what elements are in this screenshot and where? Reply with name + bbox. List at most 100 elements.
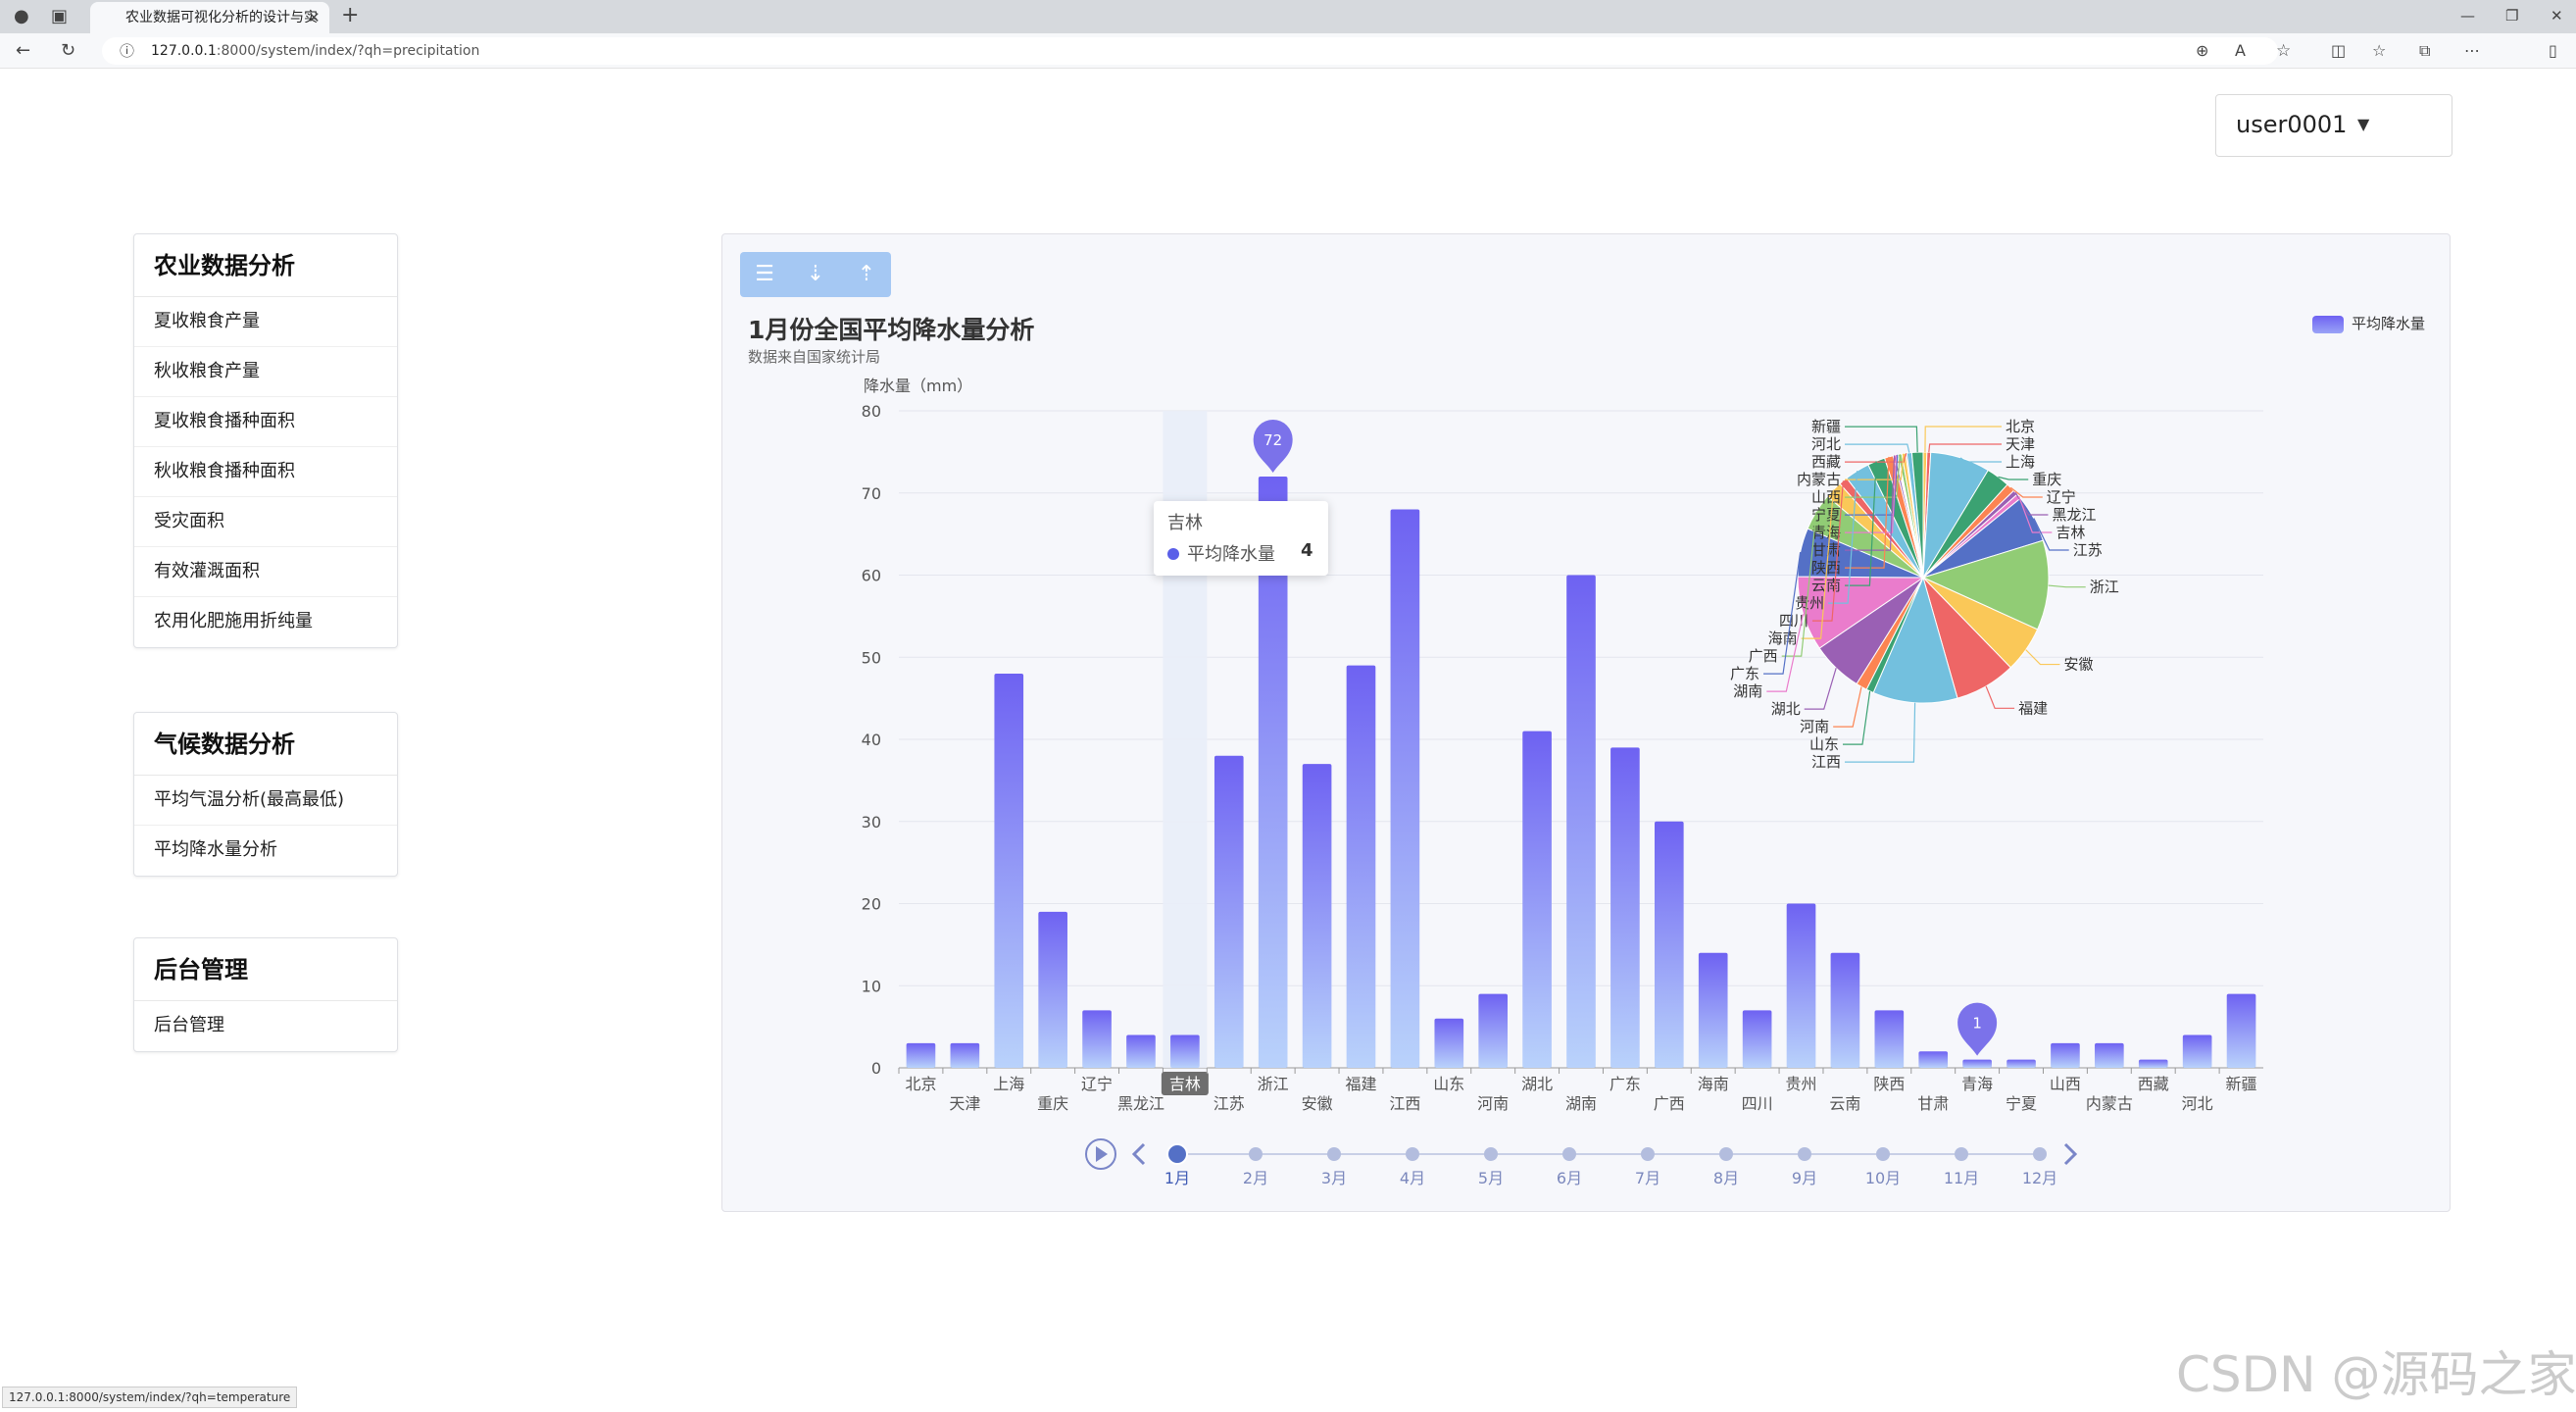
timeline-dot[interactable] — [1719, 1147, 1733, 1161]
nav-autumn-grain-yield[interactable]: 秋收粮食产量 — [134, 347, 397, 397]
nav-autumn-sown-area[interactable]: 秋收粮食播种面积 — [134, 447, 397, 497]
close-window-icon[interactable]: ✕ — [2551, 7, 2563, 25]
bar-天津[interactable] — [950, 1042, 980, 1068]
bar-山东[interactable] — [1434, 1018, 1464, 1068]
pie-label-河南: 河南 — [1800, 718, 1829, 735]
bar-海南[interactable] — [1698, 952, 1728, 1068]
bar-青海[interactable] — [1962, 1059, 1992, 1068]
pie-slice-浙江[interactable] — [1921, 539, 2050, 630]
nav-fertilizer[interactable]: 农用化肥施用折纯量 — [154, 611, 313, 631]
pie-label-line — [1842, 690, 1871, 745]
nav-temperature[interactable]: 平均气温分析(最高最低) — [134, 776, 397, 826]
timeline-dot[interactable] — [1327, 1147, 1341, 1161]
bar-福建[interactable] — [1346, 665, 1376, 1068]
favorites-icon[interactable]: ☆ — [2372, 41, 2387, 60]
x-tick-label: 内蒙古 — [2086, 1094, 2133, 1113]
bar-广西[interactable] — [1654, 821, 1684, 1068]
nav-precipitation[interactable]: 平均降水量分析 — [154, 839, 277, 860]
bar-河南[interactable] — [1478, 993, 1509, 1068]
bar-新疆[interactable] — [2226, 993, 2256, 1068]
nav-summer-grain-yield[interactable]: 夏收粮食产量 — [134, 297, 397, 347]
chart-canvas[interactable]: 降水量（mm）01020304050607080北京天津上海重庆辽宁黑龙江吉林江… — [722, 234, 2452, 1213]
bar-甘肃[interactable] — [1918, 1051, 1949, 1068]
bar-陕西[interactable] — [1874, 1010, 1905, 1068]
favorite-star-icon[interactable]: ☆ — [2276, 41, 2292, 61]
bar-湖北[interactable] — [1522, 731, 1552, 1068]
sidebar-toggle-icon[interactable]: ▯ — [2549, 41, 2557, 60]
new-tab-icon[interactable]: + — [341, 3, 360, 27]
pie-label-line — [1833, 686, 1862, 728]
y-tick-label: 0 — [871, 1059, 881, 1078]
marker-label: 72 — [1263, 431, 1282, 449]
bar-安徽[interactable] — [1302, 764, 1332, 1068]
zoom-icon[interactable]: ⊕ — [2196, 41, 2209, 60]
bar-北京[interactable] — [906, 1042, 936, 1068]
back-icon[interactable]: ← — [16, 40, 31, 61]
timeline-dot[interactable] — [1798, 1147, 1811, 1161]
timeline-dot[interactable] — [2033, 1147, 2047, 1161]
restore-icon[interactable]: ❐ — [2505, 7, 2519, 25]
timeline-next-button[interactable] — [2063, 1142, 2078, 1166]
bar-河北[interactable] — [2182, 1034, 2212, 1069]
nav-disaster-area[interactable]: 受灾面积 — [134, 497, 397, 547]
bar-湖南[interactable] — [1566, 575, 1596, 1069]
profile-icon[interactable]: ● — [14, 6, 29, 26]
pie-slice-湖南[interactable] — [1797, 576, 1925, 649]
bar-浙江[interactable] — [1258, 477, 1288, 1068]
browser-tab[interactable]: 农业数据可视化分析的设计与实 ✕ — [90, 2, 329, 33]
pie-label-江西: 江西 — [1811, 753, 1841, 771]
timeline-dot[interactable] — [1406, 1147, 1419, 1161]
bar-西藏[interactable] — [2138, 1059, 2168, 1068]
nav-irrigation-area[interactable]: 有效灌溉面积 — [134, 547, 397, 597]
bar-黑龙江[interactable] — [1126, 1034, 1156, 1069]
pie-slice-新疆[interactable] — [1910, 451, 1924, 579]
bar-重庆[interactable] — [1038, 911, 1067, 1068]
chart-legend[interactable]: 平均降水量 — [2312, 313, 2425, 333]
x-tick-label: 宁夏 — [2006, 1094, 2037, 1113]
bar-贵州[interactable] — [1786, 903, 1816, 1069]
bar-宁夏[interactable] — [2006, 1059, 2036, 1068]
bar-四川[interactable] — [1742, 1010, 1772, 1068]
user-dropdown[interactable]: user0001 ▼ — [2215, 94, 2452, 157]
timeline-dot[interactable] — [1876, 1147, 1890, 1161]
bar-上海[interactable] — [994, 674, 1024, 1068]
timeline-dot[interactable] — [1484, 1147, 1498, 1161]
timeline-current-dot[interactable] — [1166, 1143, 1188, 1165]
sort-descending-icon[interactable]: ⇣ — [806, 262, 825, 286]
timeline-dot[interactable] — [1562, 1147, 1576, 1161]
timeline-dot[interactable] — [1249, 1147, 1263, 1161]
bar-辽宁[interactable] — [1082, 1010, 1112, 1068]
tooltip-series-dot — [1167, 548, 1179, 560]
bar-广东[interactable] — [1610, 747, 1640, 1068]
bar-吉林[interactable] — [1170, 1034, 1200, 1069]
more-menu-icon[interactable]: ⋯ — [2464, 41, 2480, 60]
tab-actions-icon[interactable]: ▣ — [51, 6, 69, 26]
timeline-play-button[interactable] — [1085, 1138, 1116, 1170]
bar-江西[interactable] — [1390, 509, 1420, 1069]
bar-山西[interactable] — [2051, 1042, 2080, 1068]
bar-云南[interactable] — [1830, 952, 1860, 1068]
read-aloud-icon[interactable]: A — [2235, 41, 2246, 60]
nav-admin[interactable]: 后台管理 — [154, 1015, 224, 1035]
pie-label-内蒙古: 内蒙古 — [1797, 471, 1841, 488]
timeline-dot[interactable] — [1641, 1147, 1655, 1161]
sort-ascending-icon[interactable]: ⇡ — [857, 262, 876, 286]
address-bar[interactable]: ⓘ 127.0.0.1:8000/system/index/?qh=precip… — [102, 37, 2291, 65]
timeline-prev-button[interactable] — [1131, 1142, 1146, 1166]
pie-label-吉林: 吉林 — [2056, 524, 2085, 541]
collections-icon[interactable]: ⧉ — [2419, 41, 2431, 60]
close-tab-icon[interactable]: ✕ — [308, 9, 321, 26]
bar-江苏[interactable] — [1214, 755, 1244, 1068]
data-view-icon[interactable]: ☰ — [755, 262, 774, 286]
y-tick-label: 10 — [862, 977, 881, 995]
pie-label-line — [2009, 486, 2043, 498]
nav-summer-sown-area[interactable]: 夏收粮食播种面积 — [134, 397, 397, 447]
x-tick-label: 湖南 — [1565, 1094, 1597, 1113]
minimize-icon[interactable]: — — [2460, 7, 2475, 25]
x-tick-label: 山西 — [2050, 1075, 2081, 1093]
bar-内蒙古[interactable] — [2095, 1042, 2124, 1068]
site-info-icon[interactable]: ⓘ — [120, 42, 135, 60]
timeline-dot[interactable] — [1955, 1147, 1968, 1161]
refresh-icon[interactable]: ↻ — [61, 40, 76, 61]
split-screen-icon[interactable]: ◫ — [2331, 41, 2347, 60]
